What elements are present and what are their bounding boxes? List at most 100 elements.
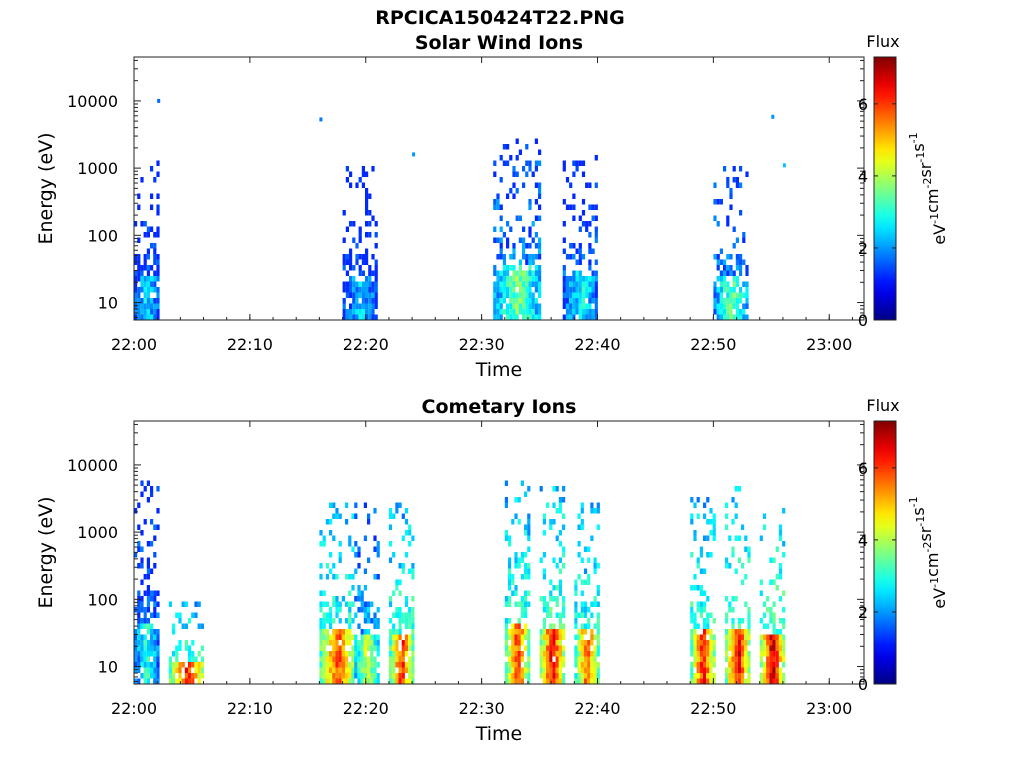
- flux-cell: [528, 276, 532, 282]
- flux-cell: [355, 292, 359, 298]
- flux-cell: [734, 502, 738, 508]
- flux-cell: [357, 596, 361, 602]
- flux-cell: [348, 574, 352, 580]
- flux-cell: [578, 314, 582, 320]
- flux-cell: [546, 673, 550, 679]
- flux-cell: [493, 265, 497, 271]
- flux-cell: [737, 651, 741, 657]
- flux-cell: [734, 486, 738, 492]
- flux-cell: [509, 292, 513, 298]
- flux-cell: [156, 265, 160, 271]
- flux-cell: [594, 287, 598, 293]
- flux-cell: [146, 645, 150, 651]
- flux-cell: [524, 623, 528, 629]
- flux-cell: [348, 678, 352, 684]
- flux-cell: [729, 292, 733, 298]
- flux-cell: [737, 486, 741, 492]
- flux-cell: [690, 662, 694, 668]
- flux-cell: [525, 309, 529, 315]
- flux-cell: [572, 303, 576, 309]
- flux-cell: [325, 574, 329, 580]
- flux-cell: [716, 314, 720, 320]
- flux-cell: [398, 612, 402, 618]
- flux-cell: [360, 607, 364, 613]
- flux-cell: [534, 276, 538, 282]
- flux-cell: [496, 298, 500, 304]
- flux-cell: [514, 590, 518, 596]
- flux-cell: [376, 552, 380, 558]
- flux-cell: [734, 673, 738, 679]
- flux-cell: [539, 486, 543, 492]
- flux-cell: [562, 607, 566, 613]
- flux-cell: [504, 502, 508, 508]
- flux-cell: [690, 585, 694, 591]
- flux-cell: [577, 662, 581, 668]
- flux-cell: [342, 259, 346, 265]
- flux-cell: [690, 513, 694, 519]
- flux-cell: [569, 303, 573, 309]
- panel-title: Solar Wind Ions: [415, 32, 583, 54]
- flux-cell: [329, 673, 333, 679]
- flux-cell: [499, 276, 503, 282]
- flux-cell: [153, 524, 157, 530]
- flux-cell: [775, 546, 779, 552]
- flux-cell: [734, 640, 738, 646]
- flux-cell: [398, 618, 402, 624]
- flux-cell: [574, 590, 578, 596]
- flux-cell: [371, 309, 375, 315]
- flux-cell: [345, 651, 349, 657]
- flux-cell: [506, 160, 510, 166]
- flux-cell: [725, 634, 729, 640]
- flux-cell: [153, 607, 157, 613]
- flux-cell: [411, 612, 415, 618]
- flux-cell: [555, 656, 559, 662]
- flux-cell: [596, 590, 600, 596]
- flux-cell: [735, 298, 739, 304]
- flux-cell: [398, 651, 402, 657]
- flux-cell: [367, 607, 371, 613]
- flux-cell: [511, 662, 515, 668]
- flux-cell: [367, 519, 371, 525]
- flux-cell: [197, 623, 201, 629]
- flux-cell: [150, 281, 154, 287]
- flux-cell: [143, 309, 147, 315]
- flux-cell: [772, 601, 776, 607]
- flux-cell: [156, 160, 160, 166]
- flux-cell: [371, 270, 375, 276]
- flux-cell: [408, 530, 412, 536]
- flux-cell: [188, 645, 192, 651]
- flux-cell: [349, 292, 353, 298]
- flux-cell: [731, 607, 735, 613]
- flux-cell: [134, 276, 138, 282]
- flux-cell: [527, 601, 531, 607]
- flux-cell: [696, 678, 700, 684]
- flux-cell: [365, 210, 369, 216]
- x-tick-label: 22:00: [111, 335, 157, 354]
- flux-cell: [398, 656, 402, 662]
- flux-cell: [527, 640, 531, 646]
- flux-cell: [580, 673, 584, 679]
- flux-cell: [574, 601, 578, 607]
- flux-cell: [731, 678, 735, 684]
- flux-cell: [509, 303, 513, 309]
- flux-cell: [741, 662, 745, 668]
- flux-cell: [504, 618, 508, 624]
- flux-cell: [358, 281, 362, 287]
- flux-cell: [539, 667, 543, 673]
- flux-cell: [555, 629, 559, 635]
- flux-cell: [512, 292, 516, 298]
- flux-cell: [514, 678, 518, 684]
- flux-cell: [496, 204, 500, 210]
- flux-cell: [528, 259, 532, 265]
- flux-cell: [703, 607, 707, 613]
- flux-cell: [514, 623, 518, 629]
- flux-cell: [168, 662, 172, 668]
- flux-cell: [143, 574, 147, 580]
- flux-cell: [546, 607, 550, 613]
- flux-cell: [593, 508, 597, 514]
- flux-cell: [508, 662, 512, 668]
- flux-cell: [338, 552, 342, 558]
- flux-cell: [184, 673, 188, 679]
- flux-cell: [156, 226, 160, 232]
